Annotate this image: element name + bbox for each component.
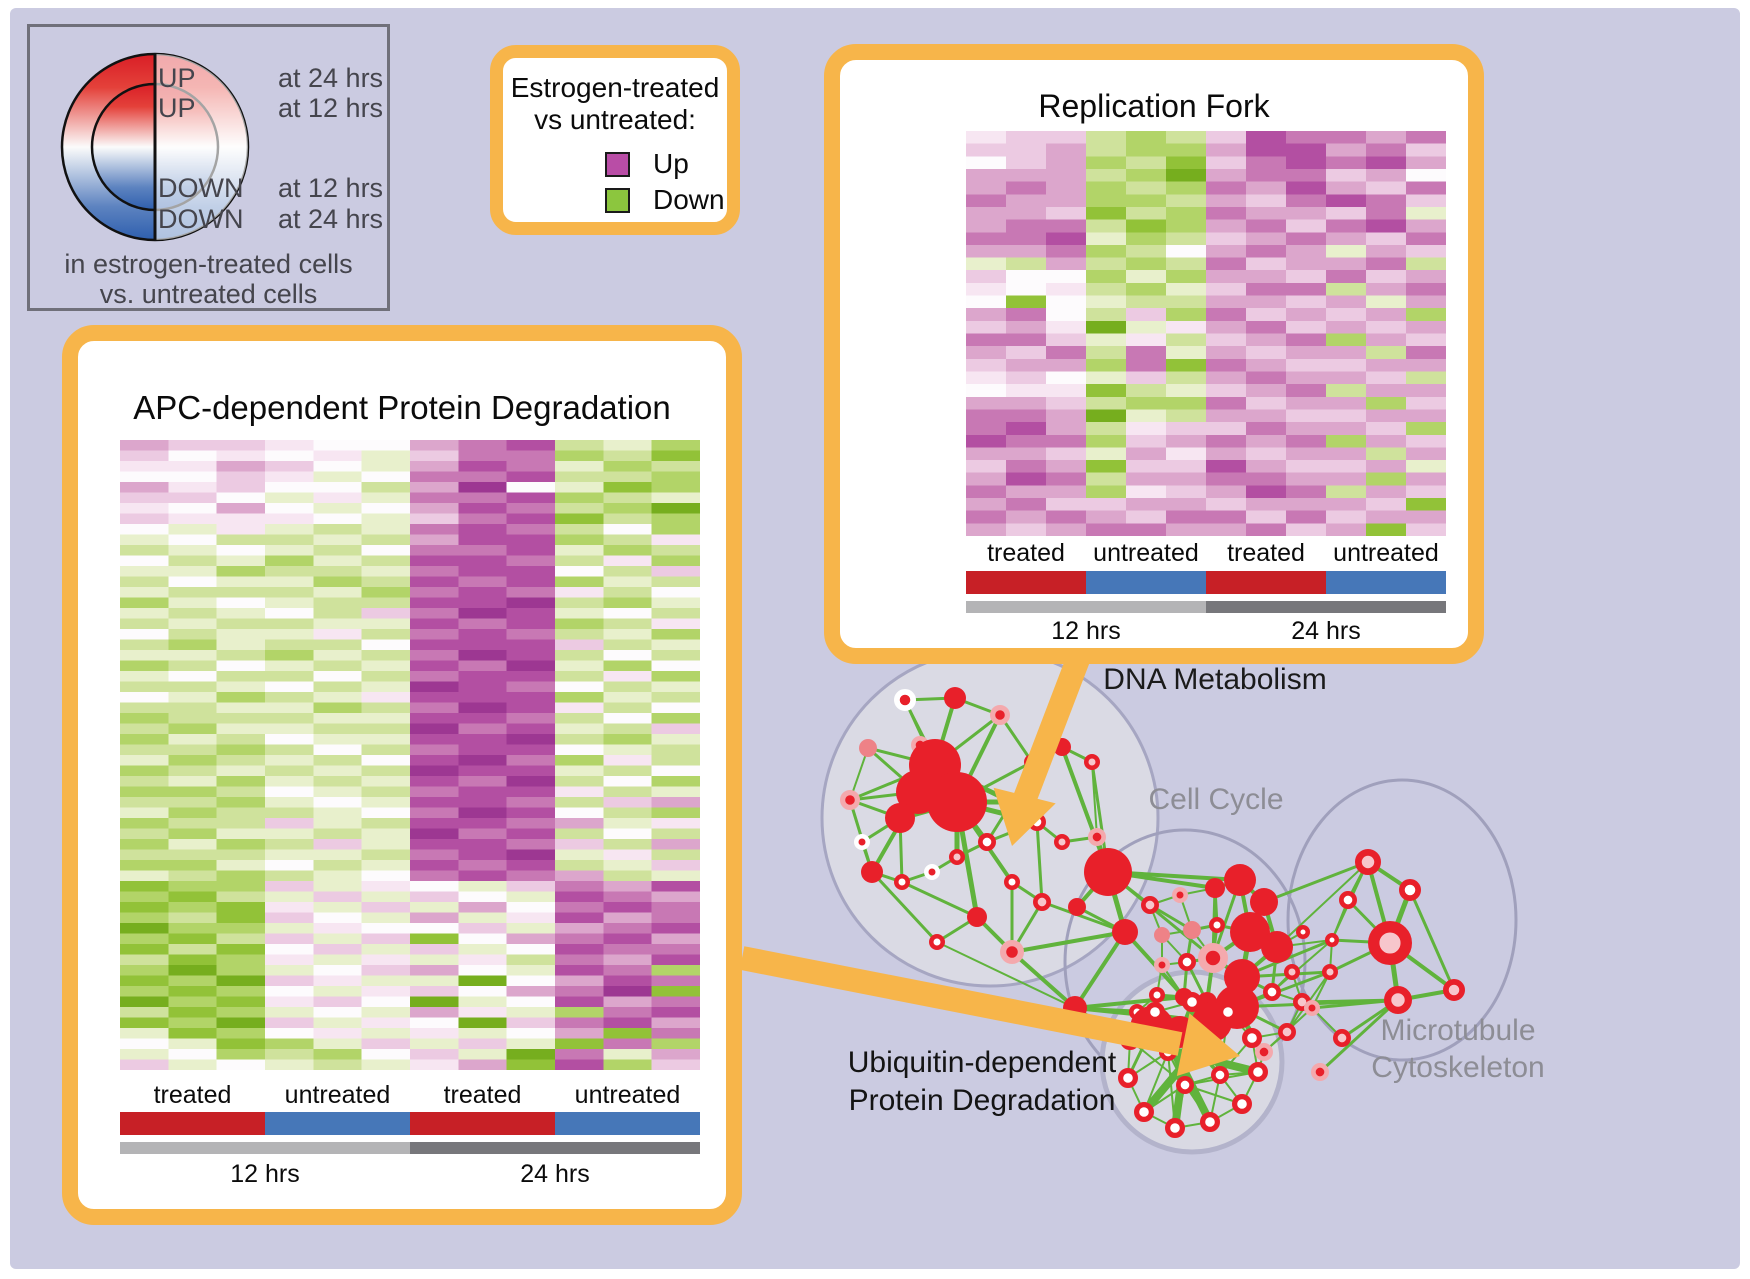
up-color-swatch <box>605 152 630 177</box>
time-bar-24hrs <box>410 1142 700 1154</box>
panel-title: Replication Fork <box>1038 88 1270 124</box>
time-bar-24hrs <box>1206 601 1446 613</box>
venn-time-label: at 24 hrs <box>278 63 384 93</box>
cluster-label-line: Protein Degradation <box>848 1084 1116 1117</box>
venn-caption-line2: vs. untreated cells <box>99 279 318 309</box>
group-label: untreated <box>284 1081 391 1109</box>
untreated-bar <box>265 1112 410 1135</box>
group-label: treated <box>153 1081 232 1109</box>
treated-bar <box>120 1112 265 1135</box>
cluster-label-line: Microtubule <box>1380 1014 1536 1047</box>
group-label: untreated <box>1333 539 1439 567</box>
venn-time-label: at 24 hrs <box>278 204 384 234</box>
time-direction-legend: UP at 24 hrs UP at 12 hrs DOWN at 12 hrs… <box>27 24 390 311</box>
replication-fork-panel: Replication Fork treated untreated treat… <box>824 44 1484 664</box>
group-label: treated <box>987 539 1065 567</box>
cluster-label-cell-cycle: Cell Cycle <box>1148 783 1284 816</box>
group-label: treated <box>1227 539 1305 567</box>
venn-caption-line1: in estrogen-treated cells <box>64 249 353 279</box>
panel-content: Replication Fork treated untreated treat… <box>840 60 1468 648</box>
cluster-label-microtubule-cytoskeleton: Microtubule Cytoskeleton <box>1345 1012 1571 1086</box>
time-bar-12hrs <box>966 601 1206 613</box>
venn-dir-label: DOWN <box>158 173 244 203</box>
legend-title-line2: vs untreated: <box>534 104 696 135</box>
down-color-swatch <box>605 188 630 213</box>
untreated-bar <box>1326 571 1446 594</box>
cluster-label-dna-metabolism: DNA Metabolism <box>1103 663 1327 696</box>
down-label: Down <box>653 184 725 215</box>
treated-bar <box>966 571 1086 594</box>
panel-content: APC-dependent Protein Degradation treate… <box>78 341 726 1209</box>
apc-degradation-panel: APC-dependent Protein Degradation treate… <box>62 325 742 1225</box>
legend-title-line1: Estrogen-treated <box>510 72 720 103</box>
treated-bar <box>1206 571 1326 594</box>
group-label: treated <box>443 1081 522 1109</box>
group-label: untreated <box>574 1081 681 1109</box>
cluster-label-line: Cytoskeleton <box>1371 1051 1545 1084</box>
time-label-24hrs: 24 hrs <box>1291 617 1361 645</box>
replication-fork-heatmap <box>966 131 1446 536</box>
untreated-bar <box>1086 571 1206 594</box>
time-label-12hrs: 12 hrs <box>230 1160 300 1188</box>
panel-title: APC-dependent Protein Degradation <box>133 389 671 426</box>
estrogen-updown-legend: Estrogen-treated vs untreated: Up Down <box>490 45 740 235</box>
apc-degradation-heatmap <box>120 440 700 1070</box>
updown-gradient-circles <box>60 52 250 242</box>
venn-time-label: at 12 hrs <box>278 93 384 123</box>
untreated-bar <box>555 1112 700 1135</box>
time-label-12hrs: 12 hrs <box>1051 617 1121 645</box>
cluster-label-ubiquitin-degradation: Ubiquitin-dependent Protein Degradation <box>836 1044 1128 1120</box>
group-label: untreated <box>1093 539 1199 567</box>
venn-dir-label: DOWN <box>158 204 244 234</box>
time-bar-12hrs <box>120 1142 410 1154</box>
time-label-24hrs: 24 hrs <box>520 1160 590 1188</box>
venn-dir-label: UP <box>158 63 196 93</box>
treated-bar <box>410 1112 555 1135</box>
up-label: Up <box>653 148 689 179</box>
venn-time-label: at 12 hrs <box>278 173 384 203</box>
venn-dir-label: UP <box>158 93 196 123</box>
cluster-label-line: Ubiquitin-dependent <box>847 1046 1117 1079</box>
